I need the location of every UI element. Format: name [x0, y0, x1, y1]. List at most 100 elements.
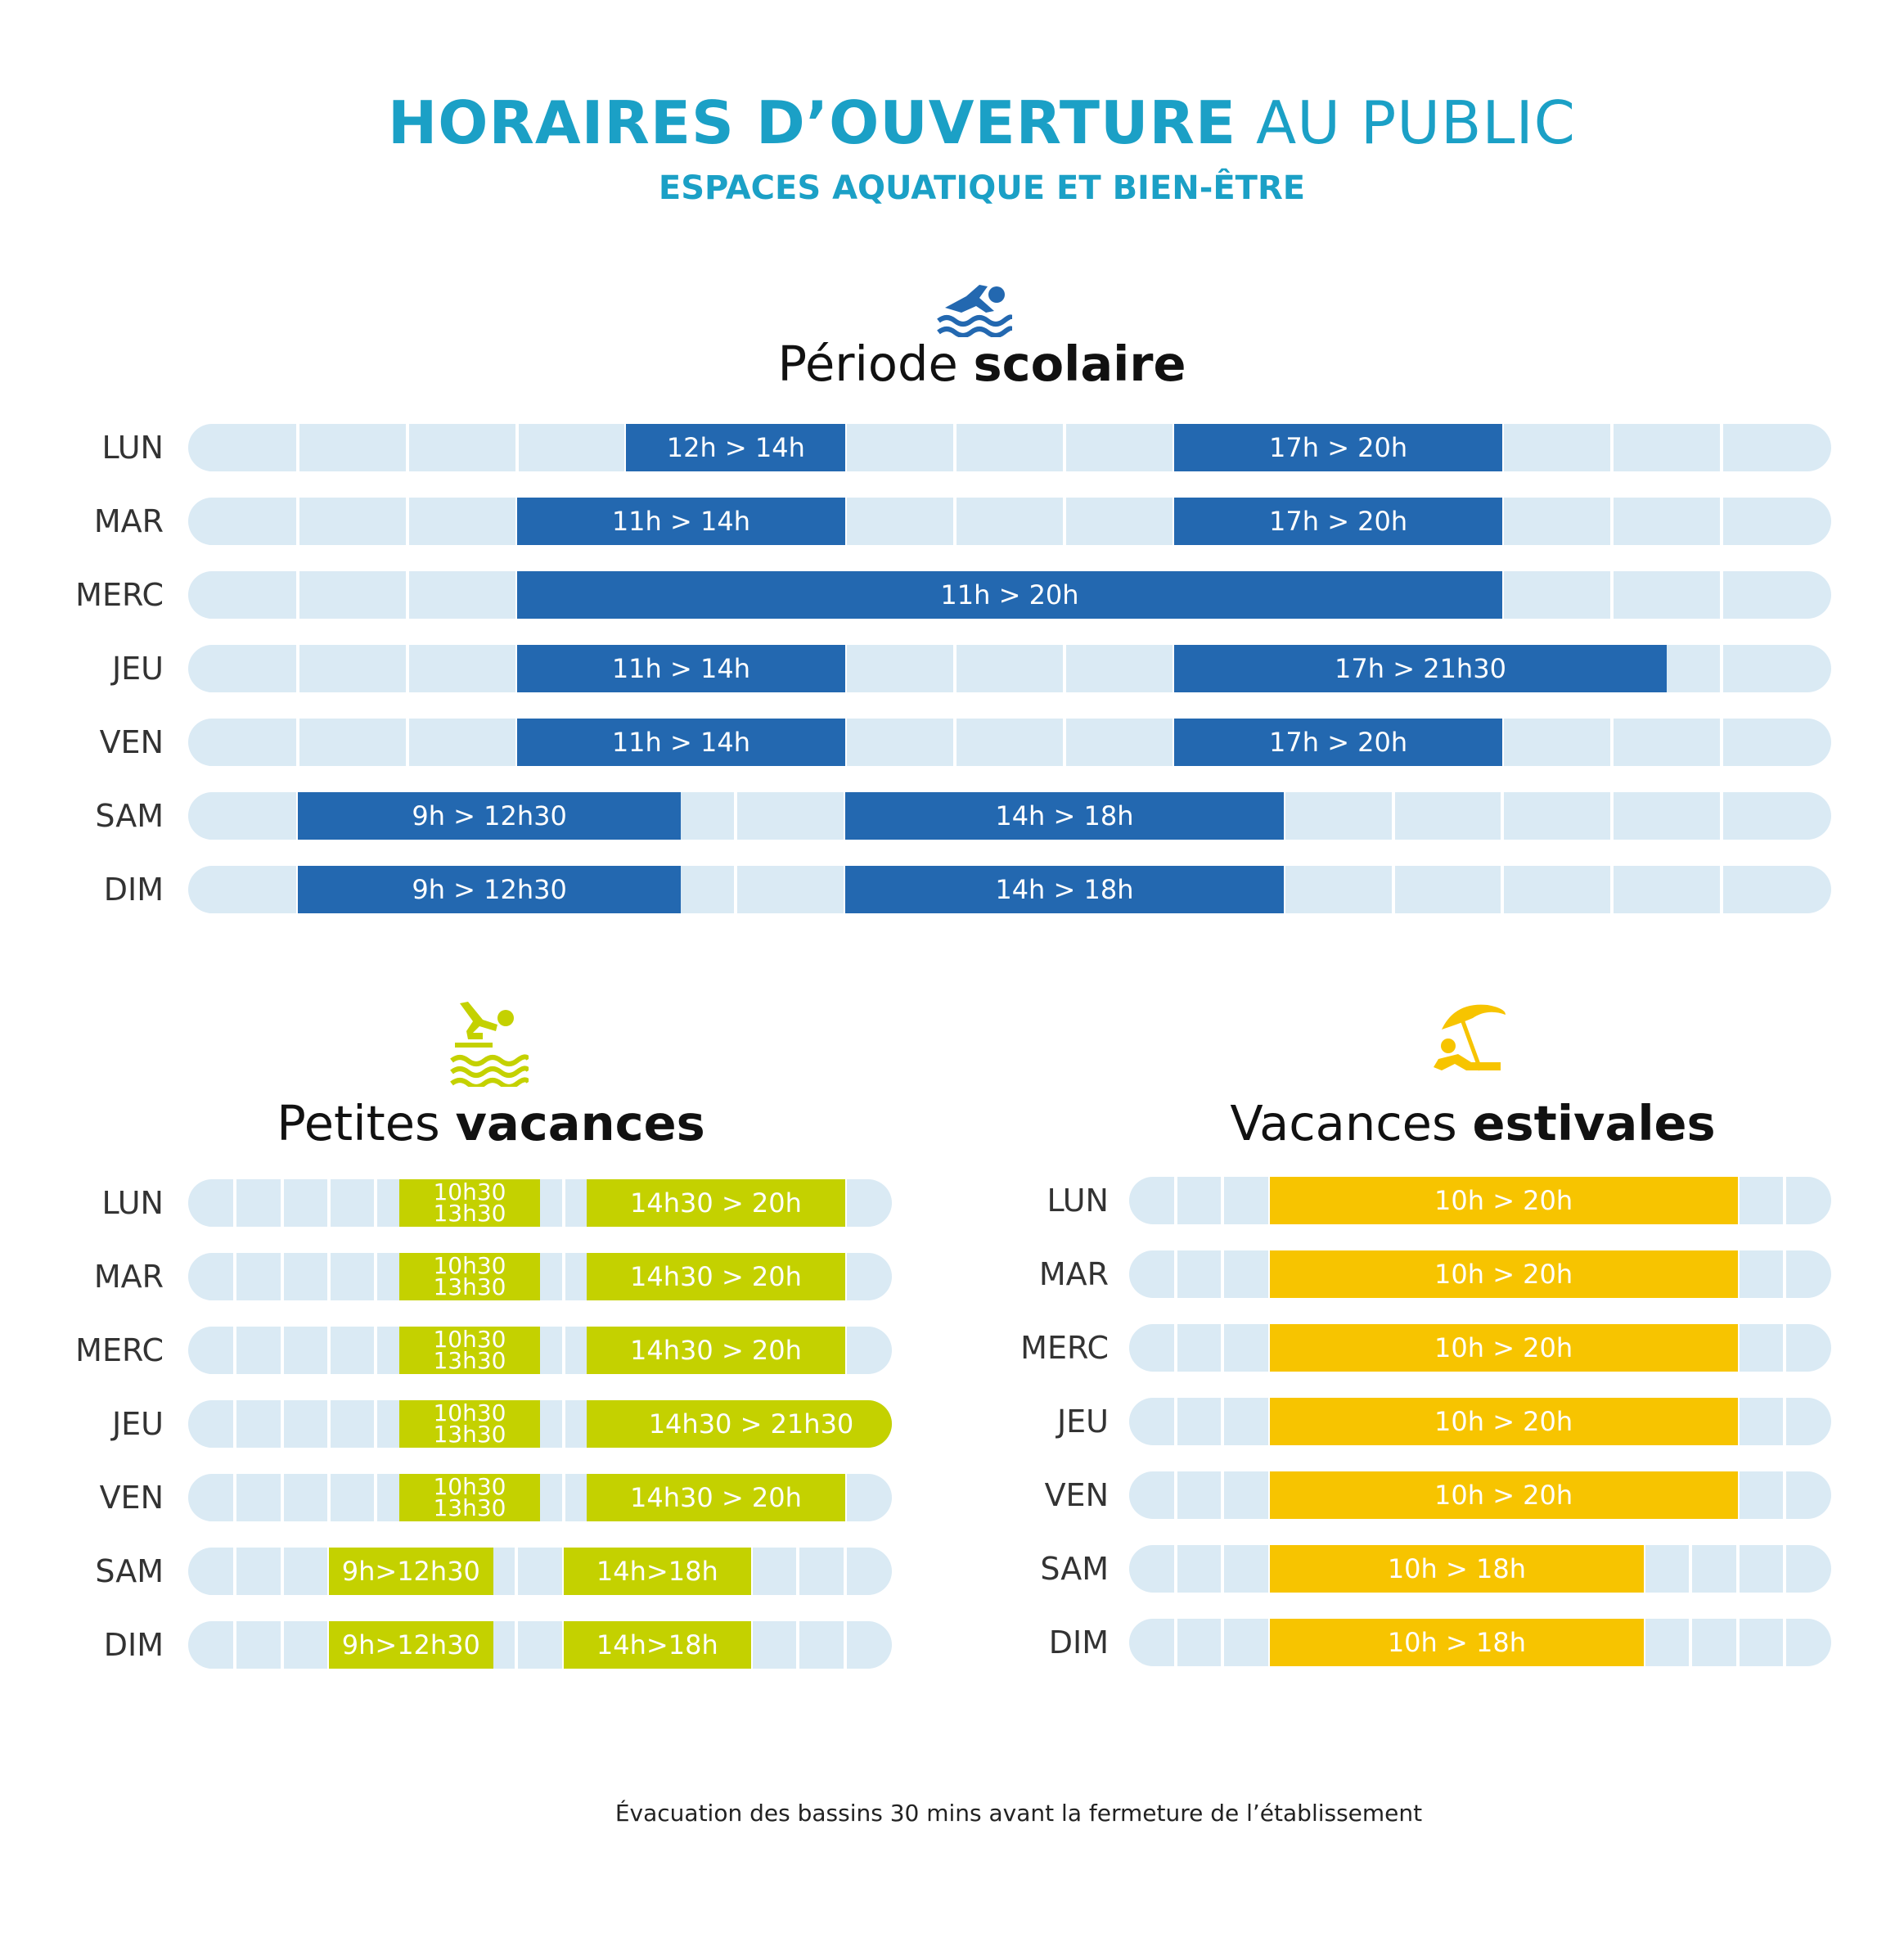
hour-divider	[1642, 1619, 1646, 1666]
hour-divider	[1174, 1250, 1178, 1298]
hour-divider	[1391, 792, 1395, 840]
hour-divider	[280, 1400, 284, 1448]
hour-divider	[327, 1327, 331, 1374]
day-label: VEN	[1044, 1477, 1109, 1513]
opening-slot: 10h > 18h	[1269, 1545, 1645, 1593]
footnote: Évacuation des bassins 30 mins avant la …	[614, 1800, 1423, 1827]
opening-slot: 10h30 13h30	[399, 1253, 540, 1300]
hour-divider	[1610, 424, 1614, 471]
hour-divider	[280, 1474, 284, 1521]
opening-slot: 11h > 14h	[516, 719, 846, 766]
hour-divider	[295, 424, 299, 471]
day-track: 10h30 13h30 14h30 > 20h	[188, 1179, 892, 1227]
opening-slot: 11h > 14h	[516, 645, 846, 692]
hour-divider	[796, 1621, 800, 1669]
hour-divider	[1735, 1398, 1740, 1445]
section-title-light: Vacances	[1230, 1095, 1457, 1151]
day-label: DIM	[1048, 1624, 1109, 1660]
opening-slot: 11h > 20h	[516, 571, 1503, 619]
hour-divider	[1720, 645, 1724, 692]
hour-divider	[843, 1621, 847, 1669]
hour-divider	[295, 498, 299, 545]
hour-divider	[749, 1621, 753, 1669]
diver-icon	[450, 1002, 529, 1087]
day-track: 12h > 14h 17h > 20h	[188, 424, 1831, 471]
hour-divider	[1610, 571, 1614, 619]
day-track: 10h30 13h30 14h30 > 20h	[188, 1253, 892, 1300]
opening-slot: 9h > 12h30	[297, 866, 682, 913]
hour-divider	[1720, 866, 1724, 913]
hour-divider	[1689, 1545, 1693, 1593]
slot-start-label: 10h30	[433, 1327, 506, 1353]
hour-divider	[280, 1327, 284, 1374]
hour-divider	[233, 1253, 237, 1300]
opening-slot: 10h30 13h30	[399, 1474, 540, 1521]
day-label: LUN	[1047, 1183, 1109, 1219]
hour-divider	[1062, 719, 1066, 766]
hour-divider	[515, 1621, 519, 1669]
day-label: VEN	[99, 1480, 164, 1516]
opening-slot: 14h > 18h	[845, 792, 1284, 840]
day-track: 10h > 20h	[1129, 1177, 1831, 1224]
day-track: 10h > 20h	[1129, 1398, 1831, 1445]
hour-divider	[1689, 1619, 1693, 1666]
opening-slot: 17h > 21h30	[1173, 645, 1668, 692]
opening-slot: 14h>18h	[563, 1621, 751, 1669]
slot-end-label: 13h30	[433, 1273, 506, 1300]
hour-divider	[405, 719, 409, 766]
hour-divider	[1735, 1471, 1740, 1519]
hour-divider	[1782, 1250, 1786, 1298]
hour-divider	[843, 1327, 847, 1374]
hour-divider	[1735, 1250, 1740, 1298]
hour-divider	[1174, 1324, 1178, 1372]
day-label: MERC	[75, 1332, 164, 1368]
hour-divider	[1720, 424, 1724, 471]
hour-divider	[1174, 1177, 1178, 1224]
hour-divider	[280, 1548, 284, 1595]
hour-divider	[327, 1253, 331, 1300]
day-track: 9h > 12h30 14h > 18h	[188, 792, 1831, 840]
hour-divider	[1221, 1398, 1225, 1445]
hour-divider	[561, 1400, 565, 1448]
hour-divider	[1501, 571, 1505, 619]
day-track: 9h>12h30 14h>18h	[188, 1621, 892, 1669]
day-label: MERC	[75, 577, 164, 613]
day-label: LUN	[101, 430, 164, 466]
day-track: 10h > 20h	[1129, 1324, 1831, 1372]
opening-slot: 10h > 20h	[1269, 1471, 1738, 1519]
hour-divider	[1782, 1471, 1786, 1519]
opening-slot: 10h > 18h	[1269, 1619, 1645, 1666]
page-title-bold: HORAIRES D’OUVERTURE	[388, 88, 1237, 157]
opening-slot: 14h>18h	[563, 1548, 751, 1595]
opening-slot: 17h > 20h	[1173, 498, 1503, 545]
hour-divider	[327, 1400, 331, 1448]
hour-divider	[327, 1179, 331, 1227]
slot-end-label: 13h30	[433, 1494, 506, 1521]
hour-divider	[1720, 571, 1724, 619]
hour-divider	[796, 1548, 800, 1595]
opening-slot: 9h > 12h30	[297, 792, 682, 840]
day-track: 10h30 13h30 14h30 > 20h	[188, 1474, 892, 1521]
hour-divider	[233, 1621, 237, 1669]
day-label: MAR	[1038, 1256, 1109, 1292]
opening-slot: 17h > 20h	[1173, 719, 1503, 766]
opening-slot: 10h30 13h30	[399, 1327, 540, 1374]
hour-divider	[561, 1179, 565, 1227]
hour-divider	[1501, 866, 1505, 913]
hour-divider	[233, 1548, 237, 1595]
opening-slot: 9h>12h30	[329, 1621, 493, 1669]
hour-divider	[1221, 1324, 1225, 1372]
day-label: JEU	[111, 1406, 164, 1442]
hour-divider	[295, 571, 299, 619]
day-track: 10h > 18h	[1129, 1545, 1831, 1593]
hour-divider	[1610, 792, 1614, 840]
hour-divider	[233, 1400, 237, 1448]
day-track: 11h > 14h 17h > 20h	[188, 498, 1831, 545]
section-title-light: Période	[777, 336, 958, 392]
hour-divider	[953, 719, 957, 766]
slot-end-label: 13h30	[433, 1421, 506, 1448]
hour-divider	[1782, 1398, 1786, 1445]
day-track: 11h > 14h 17h > 21h30	[188, 645, 1831, 692]
opening-slot: 14h30 > 20h	[587, 1327, 845, 1374]
hour-divider	[1391, 866, 1395, 913]
